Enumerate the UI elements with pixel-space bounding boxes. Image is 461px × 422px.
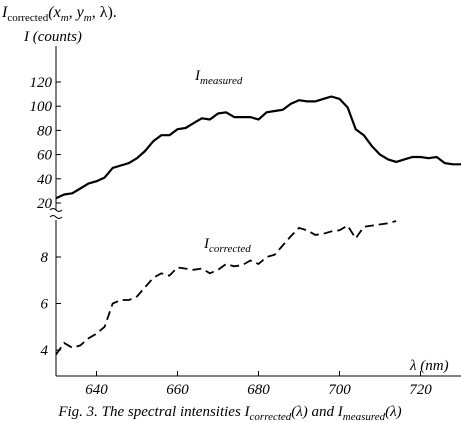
heading-args: (x [48, 4, 60, 21]
y-tick-label-8: 8 [41, 250, 49, 266]
y-tick-label-60: 60 [37, 148, 53, 164]
caption-subscript-2: measured [343, 411, 386, 422]
axis-break-mark [49, 208, 63, 219]
x-tick-label-720: 720 [409, 382, 432, 398]
y-tick-label-120: 120 [30, 75, 53, 91]
y-tick-label-100: 100 [30, 99, 53, 115]
heading-args-mid: , y [69, 4, 85, 21]
upper-y-ticks: 20 40 60 80 100 120 [30, 75, 61, 212]
x-axis-title: λ (nm) [409, 358, 449, 374]
corrected-series-label: Icorrected [203, 236, 251, 255]
heading-subscript: corrected [7, 12, 48, 24]
y-tick-label-20: 20 [37, 196, 53, 212]
x-tick-label-640: 640 [85, 382, 108, 398]
heading-formula: Icorrected(xm, ym, λ). [1, 4, 117, 24]
caption-symbol-2: I [337, 404, 344, 420]
heading-args-end: , λ). [92, 4, 117, 21]
heading-args-sub2: m [84, 12, 92, 24]
y-axis-title: I (counts) [23, 29, 82, 45]
y-tick-label-6: 6 [41, 297, 49, 313]
corrected-label-subscript: corrected [209, 243, 251, 255]
caption-prefix: Fig. 3. The spectral intensities [57, 404, 244, 420]
series-corrected-line [55, 220, 397, 356]
caption-mid: (λ) and [291, 404, 338, 420]
measured-series-label: Imeasured [194, 68, 243, 87]
measured-label-symbol: I [194, 68, 201, 84]
y-tick-label-80: 80 [37, 123, 53, 139]
figure-caption: Fig. 3. The spectral intensities Icorrec… [57, 404, 401, 422]
caption-symbol-1: I [244, 404, 251, 420]
measured-label-subscript: measured [200, 75, 243, 87]
heading-args-sub1: m [61, 12, 69, 24]
x-ticks: 640 660 680 700 720 [85, 371, 432, 398]
x-tick-label-700: 700 [328, 382, 351, 398]
heading-symbol: I [1, 4, 8, 21]
y-tick-label-4: 4 [41, 343, 49, 359]
x-tick-label-680: 680 [247, 382, 270, 398]
x-tick-label-660: 660 [166, 382, 189, 398]
caption-subscript-1: corrected [250, 411, 292, 422]
axes [49, 46, 461, 377]
lower-y-ticks: 4 6 8 [41, 250, 61, 359]
corrected-label-symbol: I [203, 236, 210, 252]
caption-end: (λ) [385, 404, 402, 420]
y-tick-label-40: 40 [37, 172, 53, 188]
series-measured-line [55, 95, 461, 200]
